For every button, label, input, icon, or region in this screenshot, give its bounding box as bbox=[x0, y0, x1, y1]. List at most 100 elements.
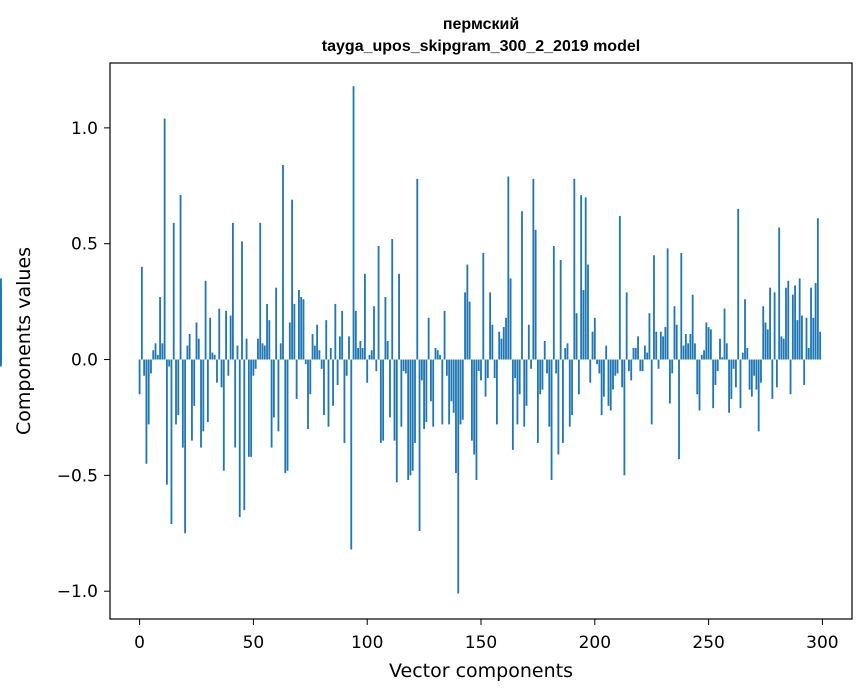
bar bbox=[284, 359, 287, 474]
bar bbox=[628, 359, 630, 372]
bar bbox=[580, 195, 583, 360]
bar bbox=[211, 352, 214, 360]
bars-group bbox=[0, 86, 822, 594]
bar bbox=[168, 359, 171, 367]
bar bbox=[577, 359, 580, 395]
bar bbox=[445, 359, 448, 376]
bar bbox=[653, 255, 655, 360]
bar bbox=[518, 359, 521, 395]
x-tick-label: 50 bbox=[243, 633, 265, 653]
bar bbox=[482, 252, 485, 360]
bar bbox=[243, 359, 246, 511]
bar bbox=[498, 331, 501, 360]
bar bbox=[673, 306, 676, 360]
bar bbox=[332, 359, 334, 406]
bar bbox=[480, 359, 482, 381]
bar bbox=[291, 199, 293, 360]
bar bbox=[186, 345, 189, 360]
bar bbox=[336, 359, 339, 386]
bar bbox=[250, 359, 253, 457]
bar bbox=[589, 359, 592, 383]
bar bbox=[241, 241, 243, 360]
bar bbox=[805, 317, 808, 360]
bar bbox=[191, 359, 193, 441]
bar bbox=[509, 278, 512, 360]
bar bbox=[393, 359, 396, 441]
bar bbox=[143, 359, 146, 376]
bar bbox=[785, 287, 787, 360]
bar bbox=[712, 359, 715, 409]
bar bbox=[703, 350, 705, 360]
bar bbox=[794, 285, 797, 360]
bar bbox=[598, 359, 601, 374]
bar bbox=[725, 343, 728, 360]
bar bbox=[197, 338, 200, 360]
bar bbox=[459, 359, 462, 425]
bar bbox=[323, 359, 325, 416]
bar bbox=[477, 359, 480, 372]
bar bbox=[582, 290, 585, 360]
plot-frame bbox=[109, 62, 853, 620]
bar bbox=[279, 343, 282, 360]
bar bbox=[675, 324, 678, 360]
bar bbox=[470, 359, 473, 441]
bar bbox=[427, 317, 430, 360]
bar bbox=[696, 359, 699, 395]
bar bbox=[596, 359, 598, 365]
bar bbox=[682, 345, 685, 360]
bar bbox=[238, 359, 241, 518]
bar bbox=[760, 359, 762, 383]
bar bbox=[145, 359, 148, 464]
bar bbox=[309, 359, 312, 395]
bar bbox=[571, 359, 573, 416]
bar bbox=[716, 359, 719, 372]
bar bbox=[0, 354, 2, 360]
bar bbox=[345, 359, 348, 376]
y-tick-label: −1.0 bbox=[57, 582, 98, 602]
bar bbox=[646, 352, 649, 360]
bar bbox=[382, 359, 385, 441]
bar bbox=[282, 164, 284, 360]
bar bbox=[389, 359, 391, 418]
bar bbox=[757, 359, 760, 432]
bar bbox=[573, 178, 576, 360]
bar bbox=[430, 359, 432, 402]
bar bbox=[434, 347, 437, 360]
bar bbox=[420, 359, 423, 381]
bar bbox=[364, 273, 366, 360]
bar bbox=[373, 306, 375, 360]
bar bbox=[379, 359, 382, 443]
bar bbox=[316, 324, 319, 360]
bar bbox=[402, 359, 405, 372]
bar bbox=[343, 359, 346, 443]
bar bbox=[398, 273, 400, 360]
bar bbox=[218, 308, 221, 360]
bar bbox=[550, 359, 553, 480]
bar bbox=[659, 331, 662, 360]
bar bbox=[466, 264, 469, 360]
bar bbox=[541, 359, 544, 390]
bar bbox=[307, 359, 309, 430]
bar bbox=[259, 222, 262, 360]
bar bbox=[493, 359, 496, 379]
bar bbox=[684, 334, 687, 360]
y-tick-label: 0.0 bbox=[71, 351, 98, 371]
bar bbox=[254, 359, 257, 369]
bar bbox=[170, 359, 173, 525]
bar bbox=[386, 341, 389, 360]
bar bbox=[632, 347, 635, 360]
bar bbox=[277, 359, 280, 432]
bar bbox=[457, 359, 460, 594]
bar bbox=[546, 359, 548, 374]
bar bbox=[368, 354, 371, 360]
bar bbox=[643, 345, 646, 360]
bar bbox=[325, 320, 328, 360]
bar bbox=[298, 290, 300, 360]
bar bbox=[603, 359, 605, 397]
bar bbox=[523, 359, 526, 427]
bar bbox=[150, 359, 152, 374]
bar bbox=[247, 359, 250, 457]
bar bbox=[375, 359, 378, 372]
bar bbox=[819, 331, 822, 360]
